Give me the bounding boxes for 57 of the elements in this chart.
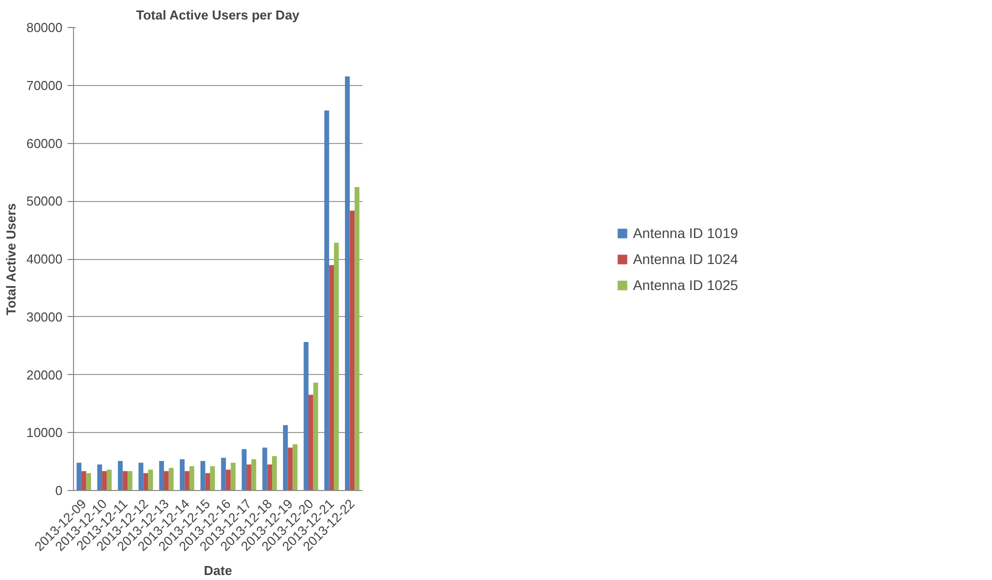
bar [180, 459, 185, 490]
bar [205, 473, 210, 490]
legend-label: Antenna ID 1019 [632, 224, 738, 240]
bar [159, 460, 164, 490]
bar [86, 473, 92, 490]
bar [102, 471, 107, 490]
y-tick-label: 0 [55, 483, 63, 498]
bar [221, 458, 226, 490]
chart-title: Total Active Users per Day [136, 8, 300, 22]
y-axis-title: Total Active Users [3, 203, 18, 316]
y-tick-label: 70000 [26, 78, 63, 93]
bar [210, 466, 215, 490]
bar [308, 394, 314, 490]
y-tick-label: 30000 [26, 309, 63, 324]
bar [106, 470, 112, 490]
y-tick-label: 60000 [26, 136, 63, 151]
bar [262, 448, 268, 490]
bar [164, 471, 169, 490]
bar [304, 342, 308, 490]
bar [334, 242, 339, 490]
bar [76, 462, 82, 490]
bar [128, 471, 132, 490]
bar [122, 471, 128, 490]
bar [283, 425, 288, 490]
bar [354, 186, 360, 490]
bar [251, 459, 256, 490]
bar [267, 464, 272, 490]
y-tick-label: 50000 [26, 194, 63, 209]
bar [350, 210, 355, 490]
y-tick-label: 40000 [26, 252, 63, 266]
bar [168, 468, 174, 490]
y-tick-label: 10000 [26, 425, 63, 440]
bar [189, 466, 194, 490]
y-tick-label: 20000 [26, 367, 63, 382]
bar [184, 471, 190, 490]
bar [272, 456, 277, 490]
bar [230, 462, 236, 490]
bar [313, 382, 318, 490]
bar [81, 471, 86, 490]
x-axis-title: Date [204, 562, 232, 578]
bar [118, 460, 123, 490]
bar [138, 462, 144, 490]
legend-label: Antenna ID 1024 [632, 250, 738, 266]
bar [288, 448, 293, 490]
bar [148, 470, 153, 490]
bar [292, 444, 298, 490]
bar [246, 464, 252, 490]
bar [226, 470, 231, 490]
bar [242, 449, 247, 490]
bar [143, 473, 148, 490]
bar [344, 76, 350, 490]
bar [200, 460, 206, 490]
y-tick-label: 80000 [26, 20, 63, 35]
bar [329, 265, 334, 490]
bar [324, 110, 330, 490]
bar [97, 464, 102, 490]
legend-label: Antenna ID 1025 [632, 276, 738, 292]
